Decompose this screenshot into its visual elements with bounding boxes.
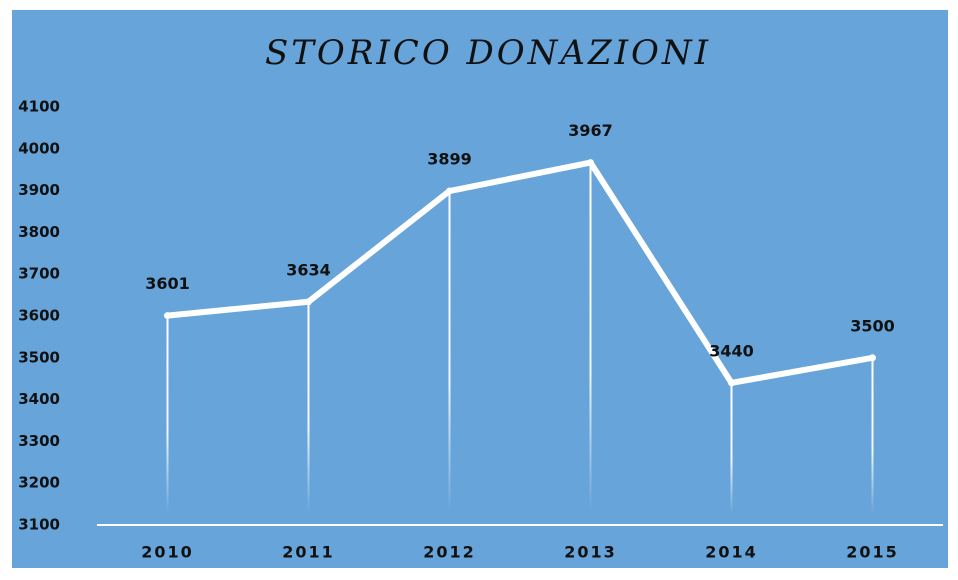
- drop-line: [166, 315, 169, 513]
- data-label: 3601: [145, 274, 190, 293]
- y-tick-label: 3200: [18, 474, 60, 492]
- x-tick-label: 2015: [846, 543, 899, 562]
- y-tick-label: 3600: [18, 307, 60, 325]
- data-label: 3634: [286, 260, 331, 279]
- chart-title: STORICO DONAZIONI: [265, 33, 711, 73]
- x-tick-label: 2013: [564, 543, 617, 562]
- drop-line: [589, 162, 592, 513]
- drop-line: [730, 382, 733, 513]
- y-tick-label: 3900: [18, 181, 60, 199]
- y-tick-label: 4000: [18, 139, 60, 157]
- y-tick-label: 3500: [18, 348, 60, 366]
- data-label: 3967: [568, 121, 613, 140]
- data-line: [167, 159, 874, 386]
- x-tick-label: 2011: [282, 543, 335, 562]
- drop-line: [448, 191, 451, 513]
- y-tick-label: 3300: [18, 432, 60, 450]
- drop-line: [871, 357, 874, 513]
- data-point: [869, 354, 876, 362]
- data-label: 3899: [427, 150, 472, 169]
- y-tick-label: 3800: [18, 223, 60, 241]
- data-point: [587, 159, 594, 167]
- data-label: 3440: [709, 341, 754, 360]
- x-tick-label: 2012: [423, 543, 476, 562]
- y-tick-label: 4100: [18, 98, 60, 116]
- data-point: [305, 298, 312, 306]
- data-point: [446, 187, 453, 195]
- data-point: [728, 379, 735, 387]
- drop-line: [307, 301, 310, 513]
- data-label: 3500: [850, 316, 895, 335]
- y-tick-label: 3100: [18, 516, 60, 534]
- x-tick-label: 2014: [705, 543, 758, 562]
- x-tick-label: 2010: [141, 543, 194, 562]
- y-tick-label: 3400: [18, 390, 60, 408]
- data-point: [164, 312, 171, 320]
- y-tick-label: 3700: [18, 265, 60, 283]
